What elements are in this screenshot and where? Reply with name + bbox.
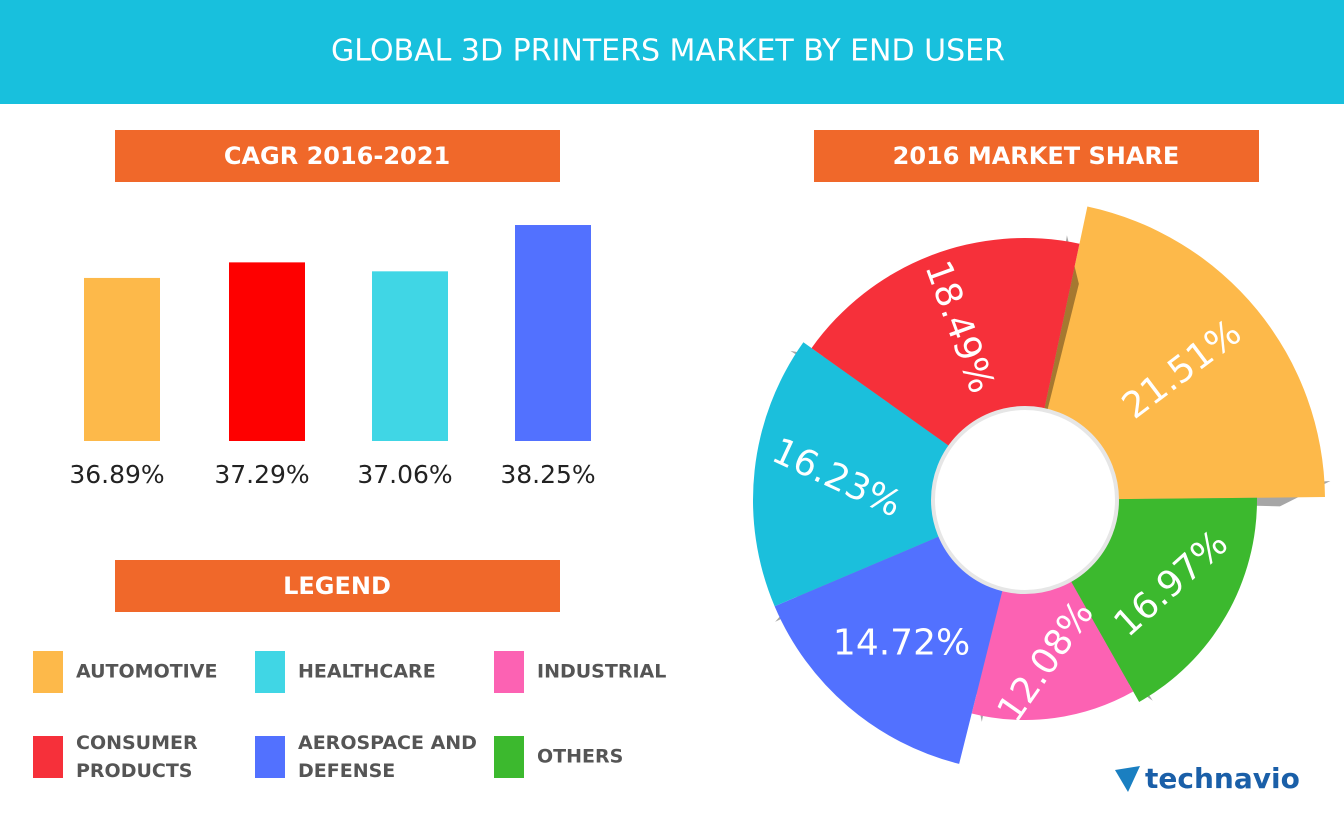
header-box (115, 130, 560, 182)
legend-label: INDUSTRIAL (537, 661, 666, 683)
legend-swatch (33, 736, 63, 778)
logo-icon (1115, 766, 1140, 792)
legend-title: LEGEND (283, 572, 391, 600)
legend-label: OTHERS (537, 746, 623, 768)
slice (971, 580, 1134, 720)
pie-title: 2016 MARKET SHARE (893, 142, 1180, 170)
slice (774, 535, 1003, 764)
legend-label: AEROSPACE AND DEFENSE (298, 732, 477, 782)
header-box (814, 130, 1259, 182)
legend-label: HEALTHCARE (298, 661, 436, 683)
bar (84, 277, 160, 441)
bar-title: CAGR 2016-2021 (224, 142, 450, 170)
legend-swatch (255, 651, 285, 693)
donut-hole (931, 406, 1119, 594)
logo: technavio (1115, 762, 1300, 795)
logo-text: technavio (1145, 762, 1300, 795)
bar (229, 262, 305, 441)
header-box (115, 560, 560, 612)
legend-swatch (494, 651, 524, 693)
legend-label: AUTOMOTIVE (76, 661, 217, 683)
slice-label: 14.72% (833, 622, 970, 663)
legend-swatch (255, 736, 285, 778)
title-bar (0, 0, 1344, 104)
legend-label: CONSUMER PRODUCTS (76, 732, 198, 782)
slice (1044, 206, 1325, 500)
value-label: 36.89% (69, 460, 164, 489)
slice (811, 237, 1080, 447)
bar (372, 271, 448, 441)
title: GLOBAL 3D PRINTERS MARKET BY END USER (331, 34, 1005, 69)
legend-swatch (33, 651, 63, 693)
legend-swatch (494, 736, 524, 778)
value-label: 37.06% (357, 460, 452, 489)
value-label: 37.29% (214, 460, 309, 489)
slice (753, 342, 951, 607)
bar (515, 225, 591, 441)
slice (1070, 497, 1257, 702)
value-label: 38.25% (500, 460, 595, 489)
